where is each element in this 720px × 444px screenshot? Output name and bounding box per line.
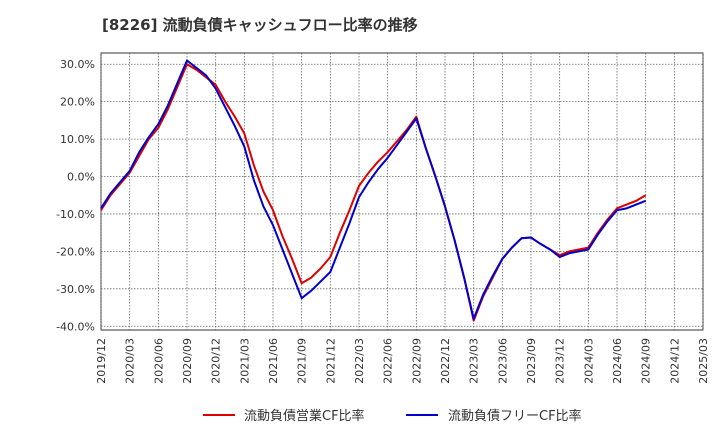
y-tick-label: 20.0% [60, 96, 95, 109]
y-tick-label: -40.0% [56, 320, 95, 333]
x-tick-label: 2024/06 [611, 338, 624, 384]
y-tick-label: 10.0% [60, 133, 95, 146]
grid-layer [100, 52, 704, 331]
x-tick-label: 2020/06 [152, 338, 165, 384]
y-tick-label: -10.0% [56, 208, 95, 221]
x-tick-label: 2022/06 [382, 338, 395, 384]
y-tick-label: -20.0% [56, 245, 95, 258]
x-tick-label: 2023/03 [468, 338, 481, 384]
series-line-2 [100, 59, 647, 320]
x-tick-label: 2023/09 [525, 338, 538, 384]
x-tick-label: 2020/12 [210, 338, 223, 384]
x-tick-label: 2023/06 [496, 338, 509, 384]
y-tick-label: 0.0% [67, 171, 95, 184]
x-tick-label: 2024/09 [640, 338, 653, 384]
x-tick-label: 2021/03 [238, 338, 251, 384]
y-tick-label: -30.0% [56, 283, 95, 296]
x-tick-label: 2021/09 [296, 338, 309, 384]
x-tick-label: 2023/12 [554, 338, 567, 384]
x-tick-label: 2024/03 [582, 338, 595, 384]
x-tick-label: 2022/03 [353, 338, 366, 384]
legend-label-2: 流動負債フリーCF比率 [448, 408, 582, 424]
x-tick-label: 2025/03 [697, 338, 710, 384]
axis-layer: 30.0% 20.0% 10.0% 0.0% -10.0% -20.0% -30.0% -40… [56, 58, 710, 383]
x-tick-label: 2024/12 [668, 338, 681, 384]
x-tick-label: 2021/12 [324, 338, 337, 384]
x-tick-label: 2022/12 [439, 338, 452, 384]
x-tick-label: 2021/06 [267, 338, 280, 384]
x-tick-label: 2020/09 [181, 338, 194, 384]
plot-area [100, 52, 704, 331]
series-layer [100, 59, 647, 322]
x-tick-label: 2020/03 [124, 338, 137, 384]
x-tick-label: 2022/09 [410, 338, 423, 384]
legend-label-1: 流動負債営業CF比率 [244, 408, 365, 424]
y-tick-label: 30.0% [60, 58, 95, 71]
x-tick-label: 2019/12 [95, 338, 108, 384]
legend: 流動負債営業CF比率 流動負債フリーCF比率 [203, 408, 582, 424]
chart-title: [8226] 流動負債キャッシュフロー比率の推移 [102, 16, 418, 34]
